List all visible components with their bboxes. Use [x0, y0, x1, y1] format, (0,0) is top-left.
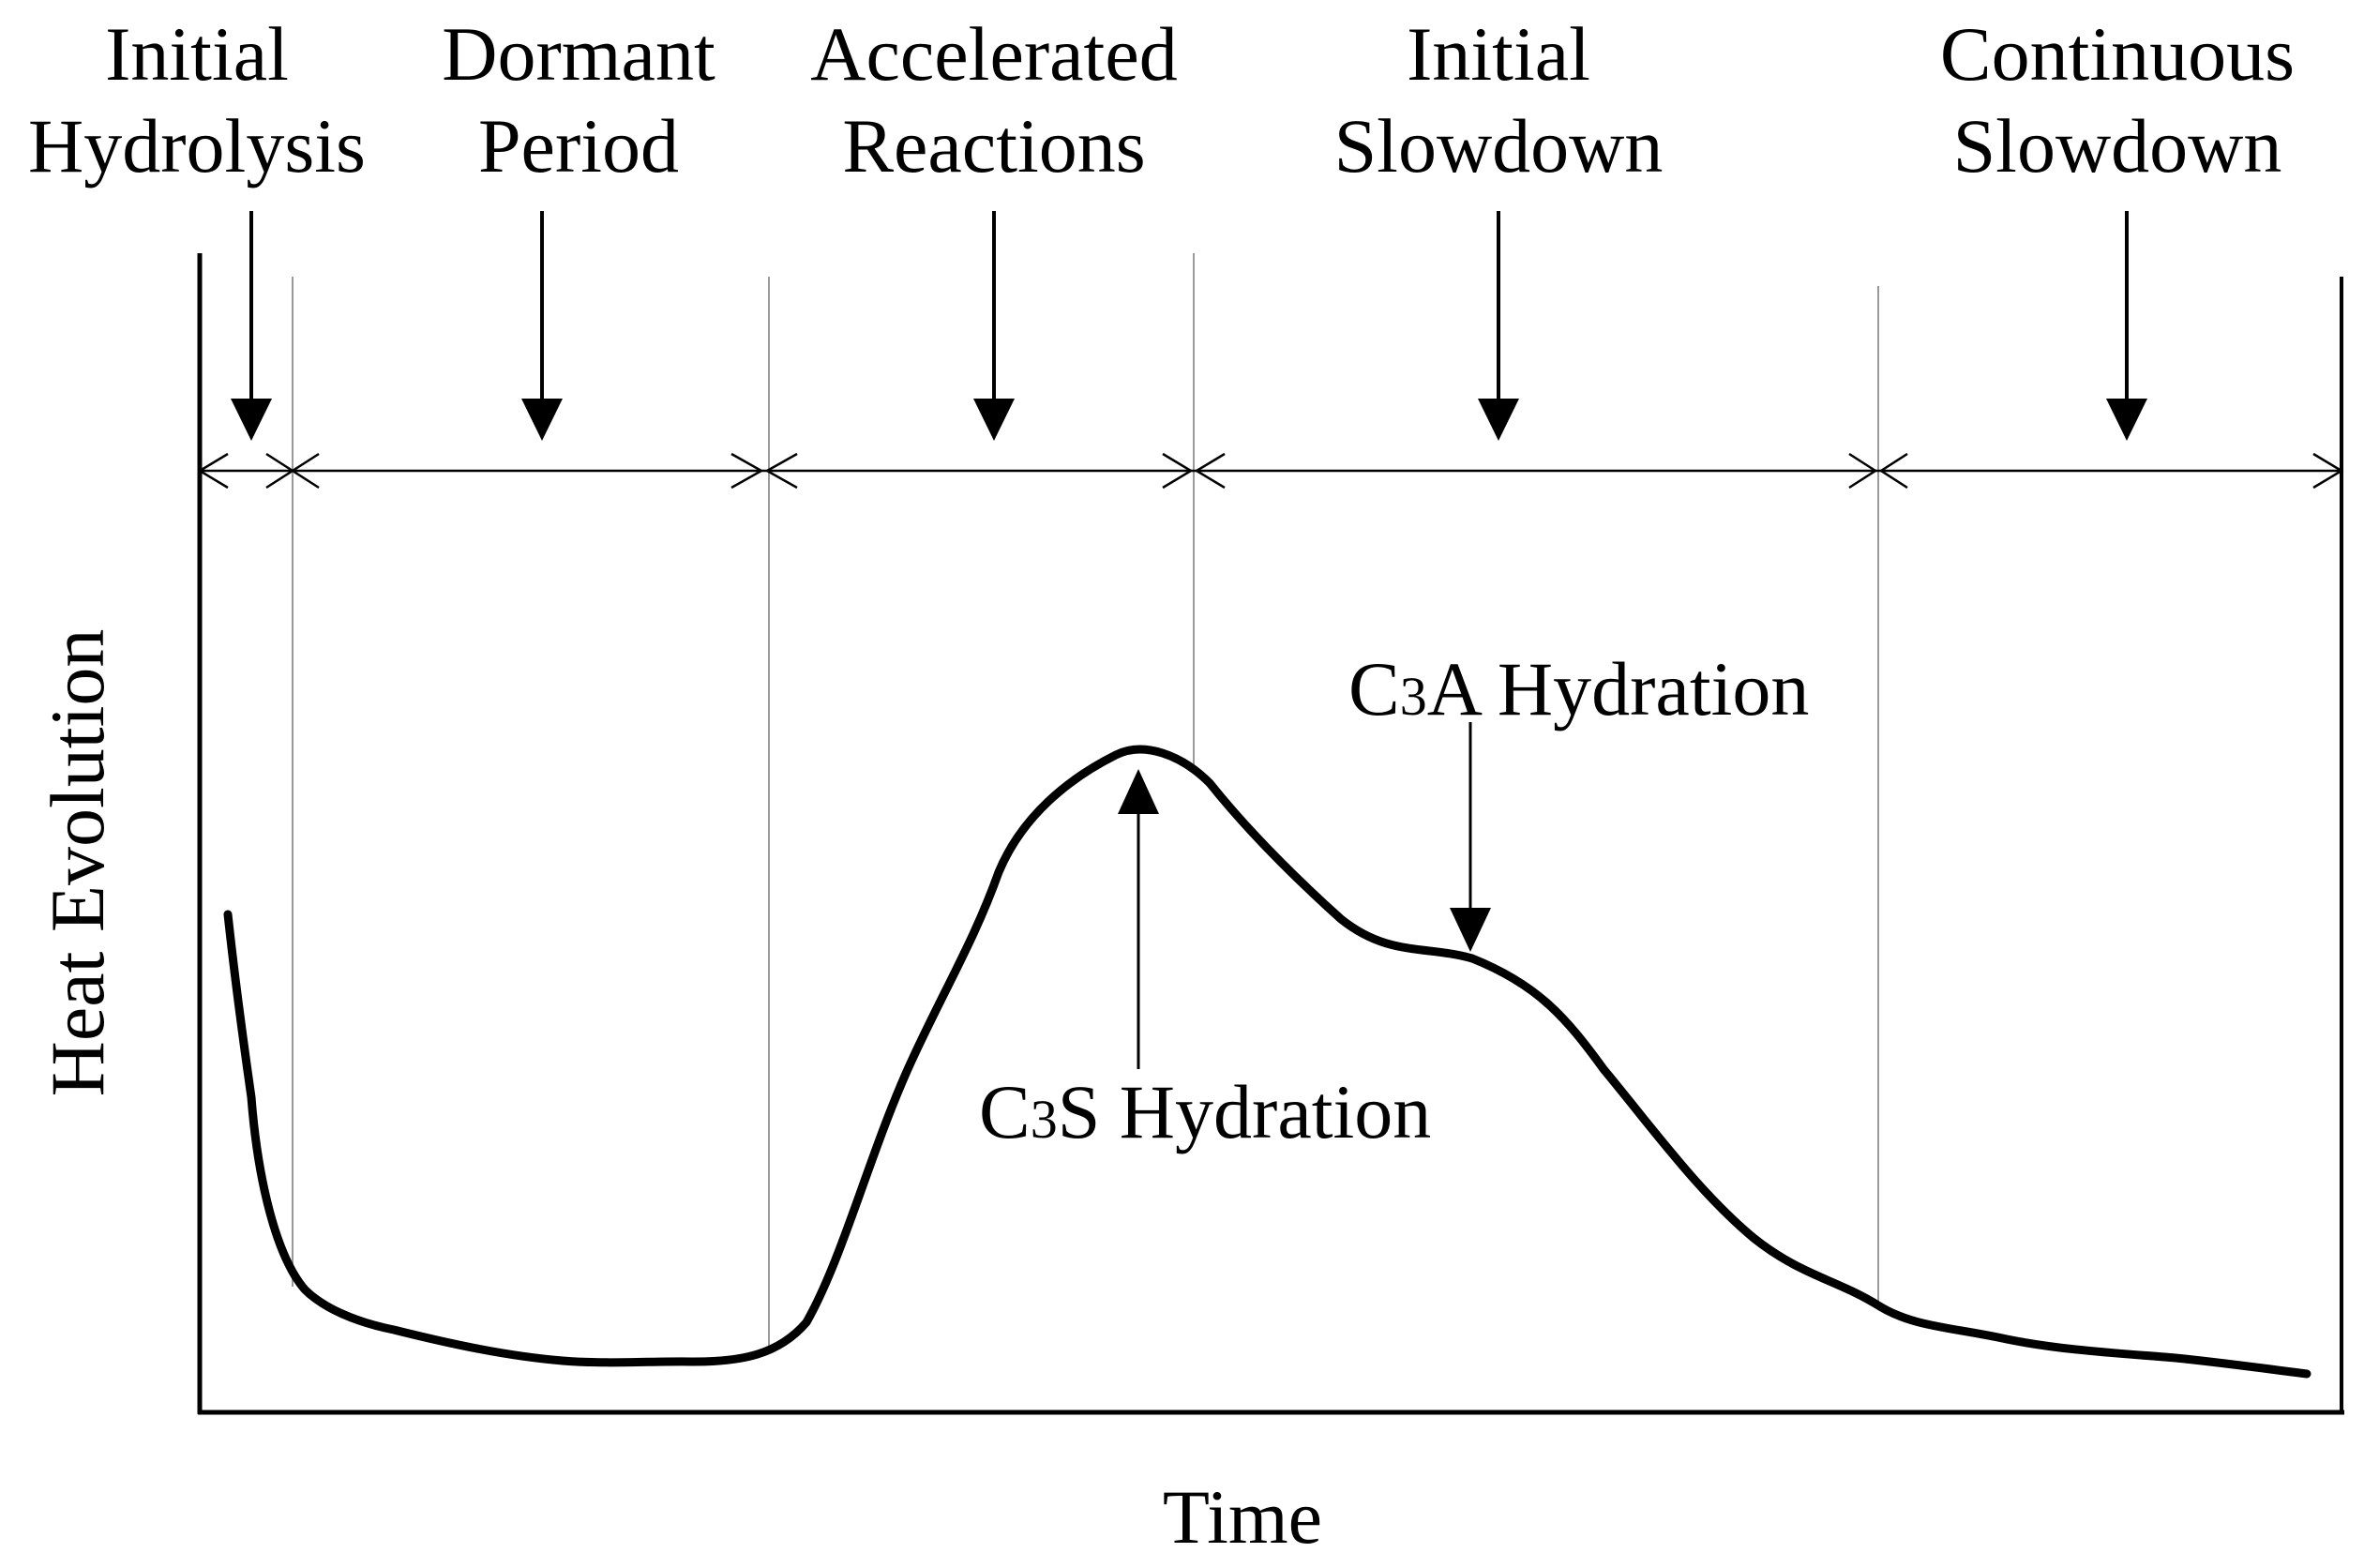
span-arrowhead — [730, 452, 764, 490]
arrow-down-icon — [521, 399, 563, 441]
stage-label-1-line1: Initial — [105, 11, 289, 97]
stage-label-2-line1: Dormant — [442, 11, 715, 97]
c3a-prefix: C — [1348, 646, 1400, 731]
c3s-pointer — [1118, 769, 1159, 1069]
stage-spans — [197, 452, 2344, 490]
span-arrowhead — [1194, 452, 1226, 490]
arrow-down-icon — [231, 399, 272, 441]
arrow-down-icon — [1450, 908, 1491, 952]
c3a-annotation: C3A Hydration — [1348, 646, 1809, 731]
stage-label-3-line1: Accelerated — [810, 11, 1177, 97]
span-arrowhead — [290, 452, 320, 490]
heat-evolution-curve — [223, 745, 2311, 1379]
arrow-down-icon — [1478, 399, 1519, 441]
stage-label-4-line2: Slowdown — [1334, 103, 1664, 188]
stage-pointer-1 — [231, 211, 272, 441]
span-arrowhead — [1162, 452, 1194, 490]
stage-label-2-line2: Period — [478, 103, 679, 188]
stage-pointers — [231, 211, 2147, 441]
c3s-subscript: 3 — [1031, 1089, 1058, 1150]
y-axis-label: Heat Evolution — [35, 629, 120, 1097]
span-arrowhead — [1848, 452, 1878, 490]
stage-label-1-line2: Hydrolysis — [28, 103, 366, 188]
c3s-annotation: C3S Hydration — [979, 1069, 1431, 1154]
stage-label-4-line1: Initial — [1407, 11, 1590, 97]
span-arrowhead — [197, 452, 229, 490]
stage-dividers — [292, 253, 1879, 1350]
stage-label-5-line2: Slowdown — [1953, 103, 2282, 188]
stage-pointer-2 — [521, 211, 563, 441]
c3s-prefix: C — [979, 1069, 1031, 1154]
arrow-down-icon — [973, 399, 1015, 441]
stage-pointer-5 — [2106, 211, 2147, 441]
stage-labels: Initial Hydrolysis Dormant Period Accele… — [28, 11, 2295, 188]
span-arrowhead — [1878, 452, 1908, 490]
c3s-rest: S Hydration — [1058, 1069, 1432, 1154]
arrow-up-icon — [1118, 769, 1159, 814]
stage-pointer-4 — [1478, 211, 1519, 441]
stage-pointer-3 — [973, 211, 1015, 441]
x-axis-label: Time — [1163, 1474, 1322, 1560]
c3a-rest: A Hydration — [1427, 646, 1810, 731]
span-arrowhead — [2312, 452, 2344, 490]
arrow-down-icon — [2106, 399, 2147, 441]
stage-label-3-line2: Reactions — [842, 103, 1145, 188]
c3a-pointer — [1450, 722, 1491, 952]
stage-label-5-line1: Continuous — [1940, 11, 2295, 97]
span-arrowhead — [764, 452, 798, 490]
c3a-subscript: 3 — [1400, 666, 1427, 727]
